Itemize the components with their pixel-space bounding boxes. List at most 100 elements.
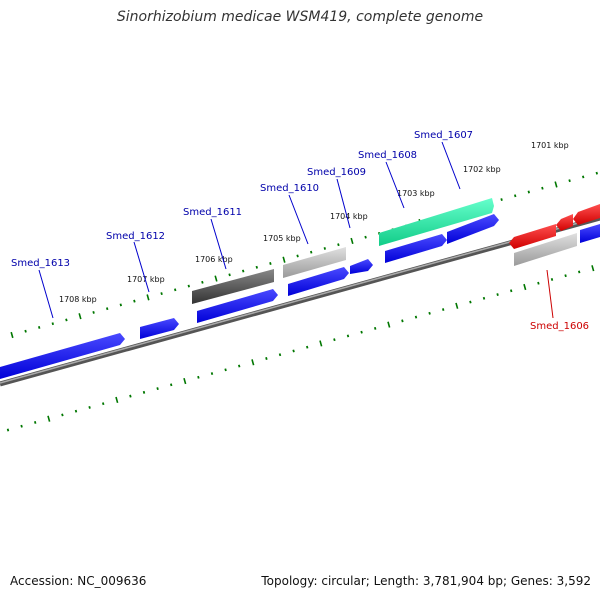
kbp-label-1705: 1705 kbp (263, 234, 301, 243)
minor-tick (169, 383, 173, 387)
gene-label-smed-1606[interactable]: Smed_1606 (530, 321, 589, 332)
minor-tick (33, 421, 37, 424)
gene-smed-1606[interactable] (514, 233, 577, 266)
minor-tick (241, 269, 245, 273)
minor-tick (441, 308, 445, 312)
gene-label-smed-1610[interactable]: Smed_1610 (260, 183, 319, 194)
major-tick (554, 181, 558, 188)
minor-tick (509, 289, 513, 293)
kbp-label-1708: 1708 kbp (59, 295, 97, 304)
minor-tick (37, 326, 41, 329)
gene-smed-1605-b[interactable] (556, 214, 573, 231)
gene-smed-1608-upper[interactable] (379, 198, 494, 246)
minor-tick (333, 338, 336, 342)
gene-smed-1611[interactable] (197, 289, 278, 323)
minor-tick (74, 409, 78, 413)
minor-tick (65, 318, 68, 322)
gene-smed-1605-c[interactable] (573, 204, 600, 225)
gene-smed-1610[interactable] (288, 267, 349, 296)
gene-label-smed-1608[interactable]: Smed_1608 (358, 150, 417, 161)
minor-tick (197, 375, 200, 379)
kbp-label-1701: 1701 kbp (531, 141, 569, 150)
minor-tick (255, 265, 259, 269)
major-tick (47, 415, 51, 422)
minor-tick (500, 198, 503, 201)
gene-forward-edge[interactable] (580, 224, 600, 243)
gene-smed-1611-upper[interactable] (192, 269, 274, 304)
minor-tick (527, 190, 531, 194)
gene-label-smed-1611[interactable]: Smed_1611 (183, 207, 242, 218)
minor-tick (482, 296, 486, 300)
minor-tick (296, 254, 299, 258)
minor-tick (119, 303, 123, 307)
minor-tick (224, 368, 227, 372)
gene-labels: Smed_1613 Smed_1612 Smed_1611 Smed_1610 … (11, 130, 589, 332)
minor-tick (346, 334, 350, 338)
minor-tick (323, 247, 327, 250)
major-tick (523, 283, 527, 291)
minor-tick (228, 273, 231, 277)
gene-label-smed-1607[interactable]: Smed_1607 (414, 130, 473, 141)
minor-tick (401, 319, 404, 323)
minor-tick (305, 345, 309, 349)
minor-tick (568, 179, 571, 183)
minor-tick (265, 357, 268, 360)
minor-tick (101, 402, 105, 406)
inner-tick-row (6, 265, 595, 432)
minor-tick (173, 288, 177, 292)
minor-tick (595, 171, 599, 175)
minor-tick (133, 299, 136, 303)
minor-tick (537, 281, 540, 285)
major-tick (115, 396, 119, 403)
minor-tick (20, 424, 23, 428)
minor-tick (6, 428, 10, 432)
map-title: Sinorhizobium medicae WSM419, complete g… (116, 9, 484, 25)
major-tick (591, 265, 595, 272)
minor-tick (309, 250, 313, 254)
gene-forward-lane (0, 214, 600, 379)
major-tick (387, 321, 391, 328)
minor-tick (278, 353, 282, 357)
gene-smed-1612[interactable] (140, 318, 179, 339)
minor-tick (88, 405, 91, 409)
minor-tick (61, 413, 64, 417)
minor-tick (469, 300, 472, 304)
major-tick (319, 340, 323, 347)
kbp-label-1704: 1704 kbp (330, 212, 368, 221)
gene-smed-1605-a[interactable] (509, 224, 556, 249)
gene-smed-1610-upper[interactable] (283, 247, 346, 278)
kbp-label-1703: 1703 kbp (397, 189, 435, 198)
gene-label-smed-1612[interactable]: Smed_1612 (106, 231, 165, 242)
major-tick (10, 331, 14, 339)
minor-tick (269, 262, 272, 265)
minor-tick (428, 311, 431, 315)
minor-tick (105, 307, 109, 311)
minor-tick (564, 274, 567, 278)
gene-label-smed-1609[interactable]: Smed_1609 (307, 167, 366, 178)
minor-tick (364, 235, 367, 239)
gene-label-smed-1613[interactable]: Smed_1613 (11, 258, 70, 269)
minor-tick (210, 372, 214, 375)
major-tick (251, 359, 255, 366)
major-tick (282, 256, 286, 263)
minor-tick (92, 310, 95, 314)
gene-reverse-lane (509, 204, 600, 266)
outer-tick-row (10, 171, 599, 339)
accession-label: Accession: NC_009636 (10, 574, 147, 588)
minor-tick (360, 330, 363, 334)
gene-smed-1609[interactable] (350, 259, 373, 274)
gene-smed-1607[interactable] (447, 214, 499, 244)
minor-tick (337, 243, 340, 247)
minor-tick (581, 175, 585, 179)
minor-tick (513, 194, 517, 198)
minor-tick (496, 293, 499, 296)
minor-tick (237, 364, 241, 368)
minor-tick (414, 315, 418, 319)
major-tick (78, 313, 82, 320)
major-tick (350, 237, 354, 245)
gene-smed-1613[interactable] (0, 333, 125, 379)
major-tick (214, 275, 218, 282)
minor-tick (550, 278, 554, 281)
gene-smed-1608[interactable] (385, 234, 447, 263)
